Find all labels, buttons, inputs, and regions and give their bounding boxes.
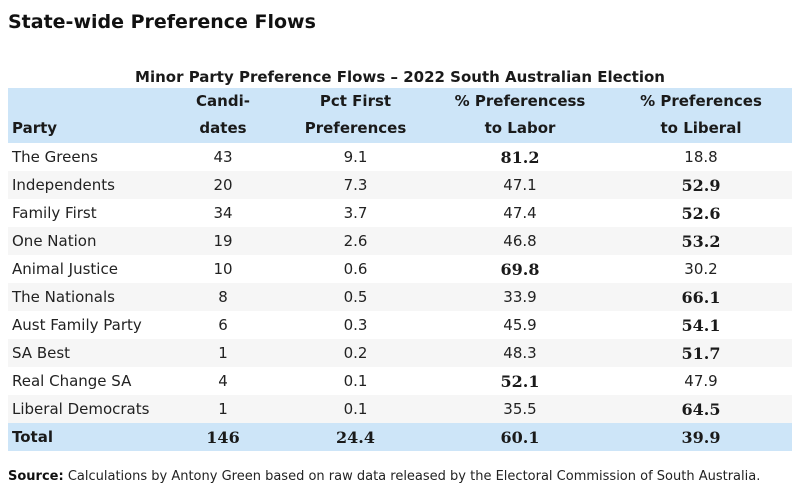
- labor-cell: 47.4: [503, 204, 537, 222]
- header-line2: dates: [199, 119, 247, 137]
- page-title: State-wide Preference Flows: [8, 11, 316, 33]
- liberal-cell: 53.2: [681, 231, 721, 251]
- liberal-cell: 64.5: [681, 399, 721, 419]
- candidates-cell: 10: [213, 260, 233, 278]
- party-cell: Independents: [12, 176, 115, 194]
- pct-first-cell: 0.2: [343, 344, 368, 362]
- header-line1: % Preferences: [640, 92, 762, 110]
- party-cell: The Greens: [12, 148, 98, 166]
- total-candidates-cell: 146: [165, 423, 281, 451]
- pct-first-cell: 3.7: [343, 204, 368, 222]
- party-cell: Animal Justice: [12, 260, 118, 278]
- table-row: SA Best 1 0.2 48.3 51.7: [8, 339, 792, 367]
- party-cell: Family First: [12, 204, 97, 222]
- table-row: The Greens 43 9.1 81.2 18.8: [8, 143, 792, 171]
- candidates-cell: 43: [213, 148, 233, 166]
- header-line1: [8, 88, 165, 115]
- liberal-cell: 54.1: [681, 315, 721, 335]
- labor-cell: 33.9: [503, 288, 537, 306]
- header-line1: Candi-: [196, 92, 250, 110]
- column-header-preferences-to-labor: % Preferencess to Labor: [430, 88, 610, 143]
- source-note: Source: Calculations by Antony Green bas…: [8, 469, 792, 485]
- pct-first-cell: 7.3: [343, 176, 368, 194]
- labor-cell: 46.8: [503, 232, 537, 250]
- labor-cell: 35.5: [503, 400, 537, 418]
- party-cell: SA Best: [12, 344, 71, 362]
- header-line2: to Labor: [484, 119, 556, 137]
- total-label: Total: [8, 423, 165, 451]
- liberal-cell: 18.8: [684, 148, 718, 166]
- labor-cell: 69.8: [500, 259, 540, 279]
- header-line2: Preferences: [304, 119, 407, 137]
- table-row: Animal Justice 10 0.6 69.8 30.2: [8, 255, 792, 283]
- pct-first-cell: 9.1: [343, 148, 368, 166]
- labor-cell: 48.3: [503, 344, 537, 362]
- liberal-cell: 30.2: [684, 260, 718, 278]
- total-pct-first-cell: 24.4: [281, 423, 430, 451]
- candidates-cell: 6: [218, 316, 228, 334]
- party-cell: Liberal Democrats: [12, 400, 150, 418]
- table-body: The Greens 43 9.1 81.2 18.8 Independents…: [8, 143, 792, 423]
- preference-table: Party Candi- dates Pct First Preferences…: [8, 88, 792, 451]
- source-label: Source:: [8, 469, 64, 484]
- table-caption: Minor Party Preference Flows – 2022 Sout…: [135, 68, 665, 86]
- header-row: Party Candi- dates Pct First Preferences…: [8, 88, 792, 143]
- table-row: Independents 20 7.3 47.1 52.9: [8, 171, 792, 199]
- table-row: The Nationals 8 0.5 33.9 66.1: [8, 283, 792, 311]
- candidates-cell: 19: [213, 232, 233, 250]
- liberal-cell: 52.9: [681, 175, 721, 195]
- candidates-cell: 34: [213, 204, 233, 222]
- candidates-cell: 8: [218, 288, 228, 306]
- pct-first-cell: 0.6: [343, 260, 368, 278]
- table-row: Real Change SA 4 0.1 52.1 47.9: [8, 367, 792, 395]
- pct-first-cell: 0.5: [343, 288, 368, 306]
- column-header-candidates: Candi- dates: [165, 88, 281, 143]
- candidates-cell: 1: [218, 400, 228, 418]
- labor-cell: 47.1: [503, 176, 537, 194]
- header-line1: % Preferencess: [454, 92, 586, 110]
- source-text: Calculations by Antony Green based on ra…: [63, 469, 761, 484]
- liberal-cell: 47.9: [684, 372, 718, 390]
- candidates-cell: 4: [218, 372, 228, 390]
- liberal-cell: 52.6: [681, 203, 721, 223]
- party-cell: The Nationals: [12, 288, 115, 306]
- page: State-wide Preference Flows Minor Party …: [8, 10, 792, 485]
- total-labor-cell: 60.1: [430, 423, 610, 451]
- pct-first-cell: 0.1: [343, 400, 368, 418]
- column-header-pct-first-preferences: Pct First Preferences: [281, 88, 430, 143]
- liberal-cell: 51.7: [681, 343, 721, 363]
- total-liberal-cell: 39.9: [610, 423, 792, 451]
- table-row: Family First 34 3.7 47.4 52.6: [8, 199, 792, 227]
- candidates-cell: 20: [213, 176, 233, 194]
- candidates-cell: 1: [218, 344, 228, 362]
- party-cell: One Nation: [12, 232, 97, 250]
- table-row: One Nation 19 2.6 46.8 53.2: [8, 227, 792, 255]
- labor-cell: 81.2: [500, 147, 540, 167]
- header-line1: Pct First: [319, 92, 392, 110]
- liberal-cell: 66.1: [681, 287, 721, 307]
- pct-first-cell: 0.3: [343, 316, 368, 334]
- header-line2: Party: [12, 119, 58, 137]
- labor-cell: 52.1: [500, 371, 540, 391]
- table-row: Liberal Democrats 1 0.1 35.5 64.5: [8, 395, 792, 423]
- column-header-party: Party: [8, 88, 165, 143]
- column-header-preferences-to-liberal: % Preferences to Liberal: [610, 88, 792, 143]
- header-line2: to Liberal: [660, 119, 742, 137]
- party-cell: Aust Family Party: [12, 316, 142, 334]
- party-cell: Real Change SA: [12, 372, 132, 390]
- total-row: Total 146 24.4 60.1 39.9: [8, 423, 792, 451]
- labor-cell: 45.9: [503, 316, 537, 334]
- pct-first-cell: 0.1: [343, 372, 368, 390]
- table-row: Aust Family Party 6 0.3 45.9 54.1: [8, 311, 792, 339]
- pct-first-cell: 2.6: [343, 232, 368, 250]
